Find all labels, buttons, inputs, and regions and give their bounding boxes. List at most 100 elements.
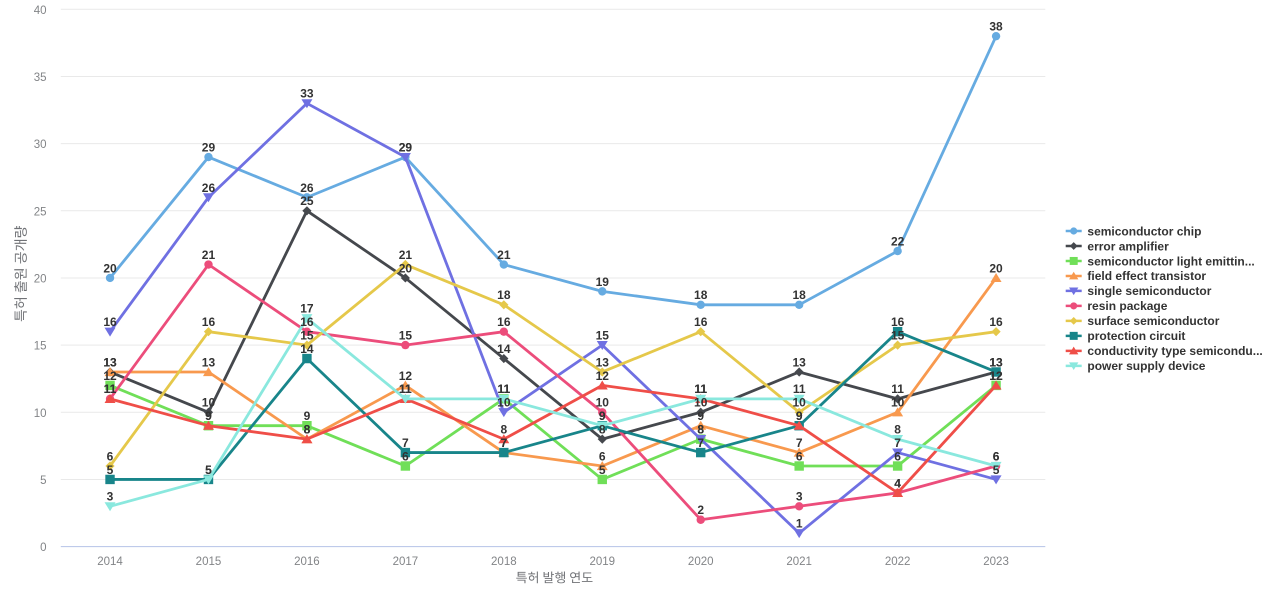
svg-text:19: 19 bbox=[596, 275, 610, 289]
svg-text:18: 18 bbox=[497, 288, 511, 302]
svg-text:11: 11 bbox=[694, 382, 707, 396]
svg-text:6: 6 bbox=[107, 449, 114, 463]
svg-text:2021: 2021 bbox=[786, 556, 812, 568]
svg-text:16: 16 bbox=[202, 315, 216, 329]
svg-text:5: 5 bbox=[205, 463, 212, 477]
svg-text:11: 11 bbox=[399, 382, 412, 396]
svg-text:7: 7 bbox=[697, 436, 704, 450]
svg-text:15: 15 bbox=[596, 329, 610, 343]
svg-text:9: 9 bbox=[599, 409, 606, 423]
svg-text:15: 15 bbox=[300, 329, 314, 343]
svg-text:resin package: resin package bbox=[1087, 299, 1167, 313]
svg-text:18: 18 bbox=[694, 288, 708, 302]
svg-text:2022: 2022 bbox=[885, 556, 911, 568]
svg-text:3: 3 bbox=[107, 490, 114, 504]
svg-text:12: 12 bbox=[989, 369, 1003, 383]
svg-text:8: 8 bbox=[697, 423, 704, 437]
svg-text:10: 10 bbox=[202, 396, 216, 410]
svg-text:2018: 2018 bbox=[491, 556, 517, 568]
svg-text:16: 16 bbox=[497, 315, 511, 329]
svg-text:11: 11 bbox=[104, 382, 117, 396]
svg-text:10: 10 bbox=[497, 396, 511, 410]
svg-text:15: 15 bbox=[399, 329, 413, 343]
svg-text:4: 4 bbox=[894, 476, 901, 490]
svg-text:6: 6 bbox=[599, 449, 606, 463]
svg-text:13: 13 bbox=[202, 355, 216, 369]
svg-text:6: 6 bbox=[894, 449, 901, 463]
svg-text:2015: 2015 bbox=[196, 556, 222, 568]
svg-text:10: 10 bbox=[792, 396, 806, 410]
svg-text:0: 0 bbox=[40, 542, 46, 554]
svg-text:7: 7 bbox=[500, 436, 507, 450]
svg-text:9: 9 bbox=[304, 409, 311, 423]
svg-text:20: 20 bbox=[34, 273, 47, 285]
svg-text:13: 13 bbox=[596, 355, 610, 369]
svg-text:5: 5 bbox=[993, 463, 1000, 477]
svg-text:4: 4 bbox=[894, 476, 901, 490]
svg-text:15: 15 bbox=[34, 341, 47, 353]
svg-text:semiconductor light emittin...: semiconductor light emittin... bbox=[1087, 254, 1254, 268]
svg-text:29: 29 bbox=[399, 140, 413, 154]
svg-text:29: 29 bbox=[399, 140, 413, 154]
svg-text:16: 16 bbox=[891, 315, 905, 329]
svg-text:power supply device: power supply device bbox=[1087, 359, 1205, 373]
svg-text:13: 13 bbox=[103, 355, 117, 369]
svg-text:13: 13 bbox=[989, 355, 1003, 369]
svg-text:38: 38 bbox=[989, 20, 1003, 34]
svg-text:10: 10 bbox=[596, 396, 610, 410]
svg-text:2014: 2014 bbox=[97, 556, 123, 568]
svg-text:7: 7 bbox=[894, 436, 901, 450]
svg-text:13: 13 bbox=[792, 355, 806, 369]
svg-text:11: 11 bbox=[104, 382, 117, 396]
svg-text:33: 33 bbox=[300, 87, 314, 101]
svg-text:3: 3 bbox=[796, 490, 803, 504]
svg-text:9: 9 bbox=[205, 409, 212, 423]
svg-text:18: 18 bbox=[792, 288, 806, 302]
svg-text:25: 25 bbox=[300, 194, 314, 208]
svg-text:7: 7 bbox=[500, 436, 507, 450]
svg-text:21: 21 bbox=[399, 248, 413, 262]
svg-text:protection circuit: protection circuit bbox=[1087, 329, 1185, 343]
svg-text:16: 16 bbox=[694, 315, 708, 329]
svg-text:11: 11 bbox=[399, 382, 412, 396]
svg-text:29: 29 bbox=[202, 140, 216, 154]
svg-text:9: 9 bbox=[599, 409, 606, 423]
svg-text:40: 40 bbox=[34, 5, 47, 17]
svg-text:20: 20 bbox=[103, 261, 117, 275]
svg-text:2: 2 bbox=[697, 503, 704, 517]
svg-text:12: 12 bbox=[989, 369, 1003, 383]
svg-text:2019: 2019 bbox=[589, 556, 615, 568]
svg-text:2020: 2020 bbox=[688, 556, 714, 568]
svg-text:12: 12 bbox=[103, 369, 117, 383]
svg-text:7: 7 bbox=[402, 436, 409, 450]
svg-text:2016: 2016 bbox=[294, 556, 320, 568]
svg-text:8: 8 bbox=[894, 423, 901, 437]
svg-text:single semiconductor: single semiconductor bbox=[1087, 284, 1211, 298]
svg-text:9: 9 bbox=[796, 409, 803, 423]
svg-text:21: 21 bbox=[497, 248, 511, 262]
svg-text:8: 8 bbox=[599, 423, 606, 437]
svg-text:surface semiconductor: surface semiconductor bbox=[1087, 314, 1219, 328]
svg-text:16: 16 bbox=[989, 315, 1003, 329]
svg-text:16: 16 bbox=[103, 315, 117, 329]
svg-text:26: 26 bbox=[300, 181, 314, 195]
svg-text:semiconductor chip: semiconductor chip bbox=[1087, 224, 1201, 238]
svg-text:11: 11 bbox=[497, 382, 510, 396]
svg-text:error amplifier: error amplifier bbox=[1087, 239, 1169, 253]
svg-text:11: 11 bbox=[694, 382, 707, 396]
svg-text:8: 8 bbox=[697, 423, 704, 437]
svg-text:field effect transistor: field effect transistor bbox=[1087, 269, 1206, 283]
svg-text:35: 35 bbox=[34, 72, 47, 84]
svg-text:11: 11 bbox=[891, 382, 904, 396]
svg-text:8: 8 bbox=[304, 423, 311, 437]
svg-text:14: 14 bbox=[497, 342, 511, 356]
svg-text:6: 6 bbox=[402, 449, 409, 463]
svg-text:20: 20 bbox=[989, 261, 1003, 275]
svg-text:22: 22 bbox=[891, 234, 905, 248]
svg-text:30: 30 bbox=[34, 139, 47, 151]
svg-text:17: 17 bbox=[300, 302, 314, 316]
svg-text:10: 10 bbox=[34, 408, 47, 420]
svg-text:21: 21 bbox=[202, 248, 216, 262]
svg-text:9: 9 bbox=[697, 409, 704, 423]
svg-text:12: 12 bbox=[399, 369, 413, 383]
